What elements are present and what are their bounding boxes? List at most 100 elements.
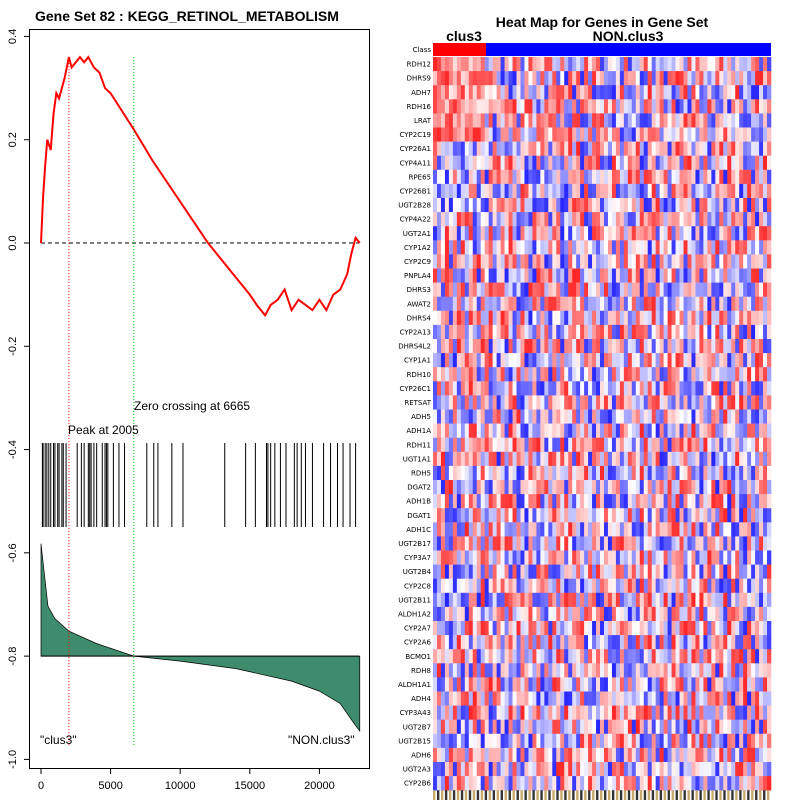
- heatmap-cell: [468, 395, 474, 410]
- heatmap-cell: [759, 550, 764, 565]
- heatmap-cell: [767, 705, 772, 720]
- heatmap-cell: [508, 705, 513, 720]
- heatmap-cell: [540, 409, 545, 424]
- heatmap-cell: [556, 762, 561, 777]
- heatmap-cell: [484, 339, 489, 354]
- heatmap-cell: [484, 226, 489, 241]
- heatmap-cell: [663, 212, 668, 227]
- heatmap-cell: [739, 762, 744, 777]
- heatmap-cell: [611, 57, 617, 72]
- heatmap-cell: [552, 169, 557, 185]
- heatmap-cell: [560, 169, 565, 185]
- heatmap-cell: [444, 127, 450, 142]
- heatmap-cell: [723, 57, 728, 72]
- heatmap-cell: [520, 465, 525, 481]
- heatmap-cell: [452, 141, 458, 156]
- heatmap-cell: [603, 592, 609, 608]
- heatmap-cell: [619, 282, 625, 297]
- heatmap-cell: [635, 747, 641, 763]
- heatmap-cell: [480, 564, 485, 579]
- gene-label: ADH1C: [406, 526, 431, 534]
- heatmap-cell: [723, 198, 728, 213]
- heatmap-cell: [715, 353, 720, 368]
- heatmap-cell: [627, 71, 633, 86]
- heatmap-cell: [528, 310, 533, 326]
- heatmap-cell: [528, 99, 533, 114]
- heatmap-cell: [452, 282, 458, 297]
- heatmap-cell: [564, 508, 569, 523]
- heatmap-cell: [492, 324, 497, 340]
- heatmap-cell: [488, 381, 493, 396]
- heatmap-cell: [767, 635, 772, 650]
- heatmap-cell: [472, 592, 478, 608]
- heatmap-cell: [635, 564, 641, 579]
- heatmap-cell: [639, 747, 645, 763]
- heatmap-cell: [536, 381, 541, 396]
- heatmap-cell: [524, 310, 529, 326]
- heatmap-cell: [560, 606, 565, 622]
- heatmap-cell: [484, 409, 489, 424]
- heatmap-cell: [687, 423, 692, 438]
- heatmap-cell: [516, 522, 521, 537]
- heatmap-cell: [433, 296, 438, 312]
- heatmap-cell: [596, 296, 601, 312]
- heatmap-cell: [627, 508, 633, 523]
- heatmap-cell: [488, 85, 493, 100]
- heatmap-cell: [603, 183, 609, 199]
- heatmap-cell: [484, 113, 489, 128]
- heatmap-cell: [572, 141, 577, 156]
- heatmap-cell: [504, 663, 509, 678]
- heatmap-cell: [767, 169, 772, 185]
- heatmap-cell: [663, 85, 668, 100]
- heatmap-cell: [675, 339, 680, 354]
- heatmap-cell: [452, 691, 458, 706]
- heatmap-cell: [759, 99, 764, 114]
- heatmap-cell: [588, 113, 593, 128]
- heatmap-cell: [580, 465, 585, 481]
- heatmap-cell: [500, 339, 505, 354]
- heatmap-cell: [460, 508, 466, 523]
- heatmap-cell: [603, 268, 609, 283]
- heatmap-cell: [703, 719, 708, 735]
- x-axis: 0 5000 10000 15000 20000: [38, 768, 335, 792]
- heatmap-cell: [631, 183, 637, 199]
- heatmap-cell: [755, 508, 760, 523]
- heatmap-cell: [623, 494, 629, 509]
- sample-label-strip: [767, 790, 770, 800]
- heatmap-cell: [492, 451, 497, 467]
- heatmap-cell: [468, 57, 474, 72]
- heatmap-cell: [516, 465, 521, 481]
- heatmap-cell: [691, 635, 696, 650]
- heatmap-cell: [468, 226, 474, 241]
- heatmap-cell: [623, 183, 629, 199]
- heatmap-cell: [496, 212, 501, 227]
- heatmap-cell: [460, 451, 466, 467]
- heatmap-cell: [763, 212, 768, 227]
- heatmap-cell: [464, 282, 470, 297]
- heatmap-cell: [496, 113, 501, 128]
- sample-label-strip: [436, 790, 440, 800]
- heatmap-cell: [747, 324, 752, 340]
- heatmap-cell: [615, 141, 621, 156]
- heatmap-cell: [484, 169, 489, 185]
- heatmap-cell: [627, 381, 633, 396]
- heatmap-cell: [516, 113, 521, 128]
- heatmap-cell: [679, 183, 684, 199]
- heatmap-cell: [711, 621, 716, 636]
- heatmap-cell: [735, 649, 740, 664]
- heatmap-cell: [548, 606, 553, 622]
- heatmap-cell: [643, 494, 649, 509]
- heatmap-cell: [663, 226, 668, 241]
- heatmap-cell: [592, 564, 597, 579]
- heatmap-cell: [488, 635, 493, 650]
- heatmap-cell: [588, 155, 593, 171]
- heatmap-cell: [667, 663, 672, 678]
- heatmap-cell: [456, 99, 462, 114]
- heatmap-cell: [480, 747, 485, 763]
- heatmap-cell: [496, 592, 501, 608]
- heatmap-cell: [675, 578, 680, 594]
- heatmap-cell: [635, 324, 641, 340]
- heatmap-cell: [596, 339, 601, 354]
- heatmap-cell: [580, 183, 585, 199]
- sample-label-strip: [552, 790, 555, 800]
